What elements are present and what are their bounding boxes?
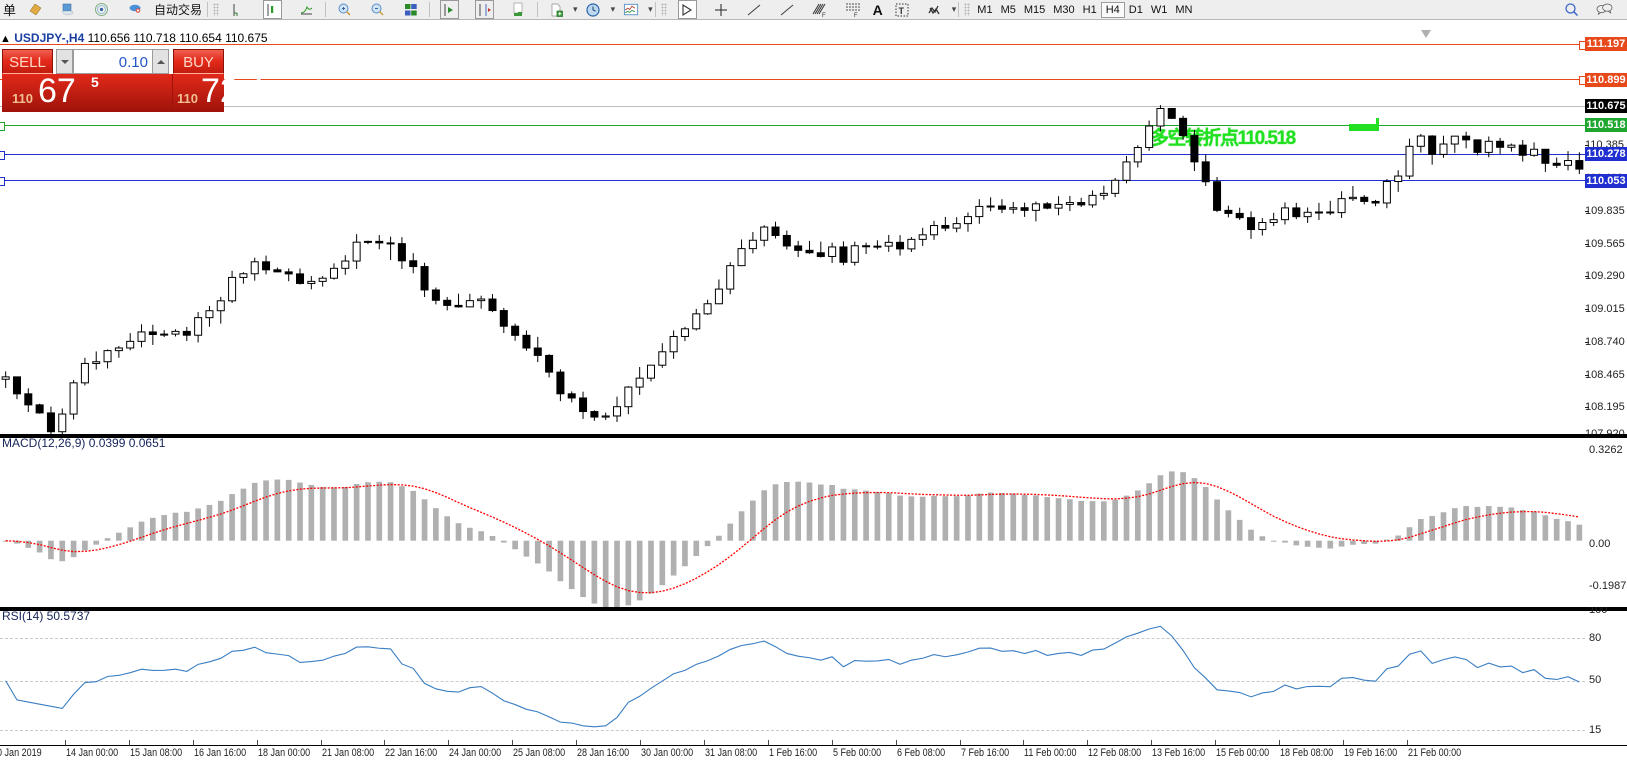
svg-text:T: T <box>899 6 905 16</box>
svg-text:F: F <box>854 13 858 18</box>
svg-text:F: F <box>822 13 826 18</box>
